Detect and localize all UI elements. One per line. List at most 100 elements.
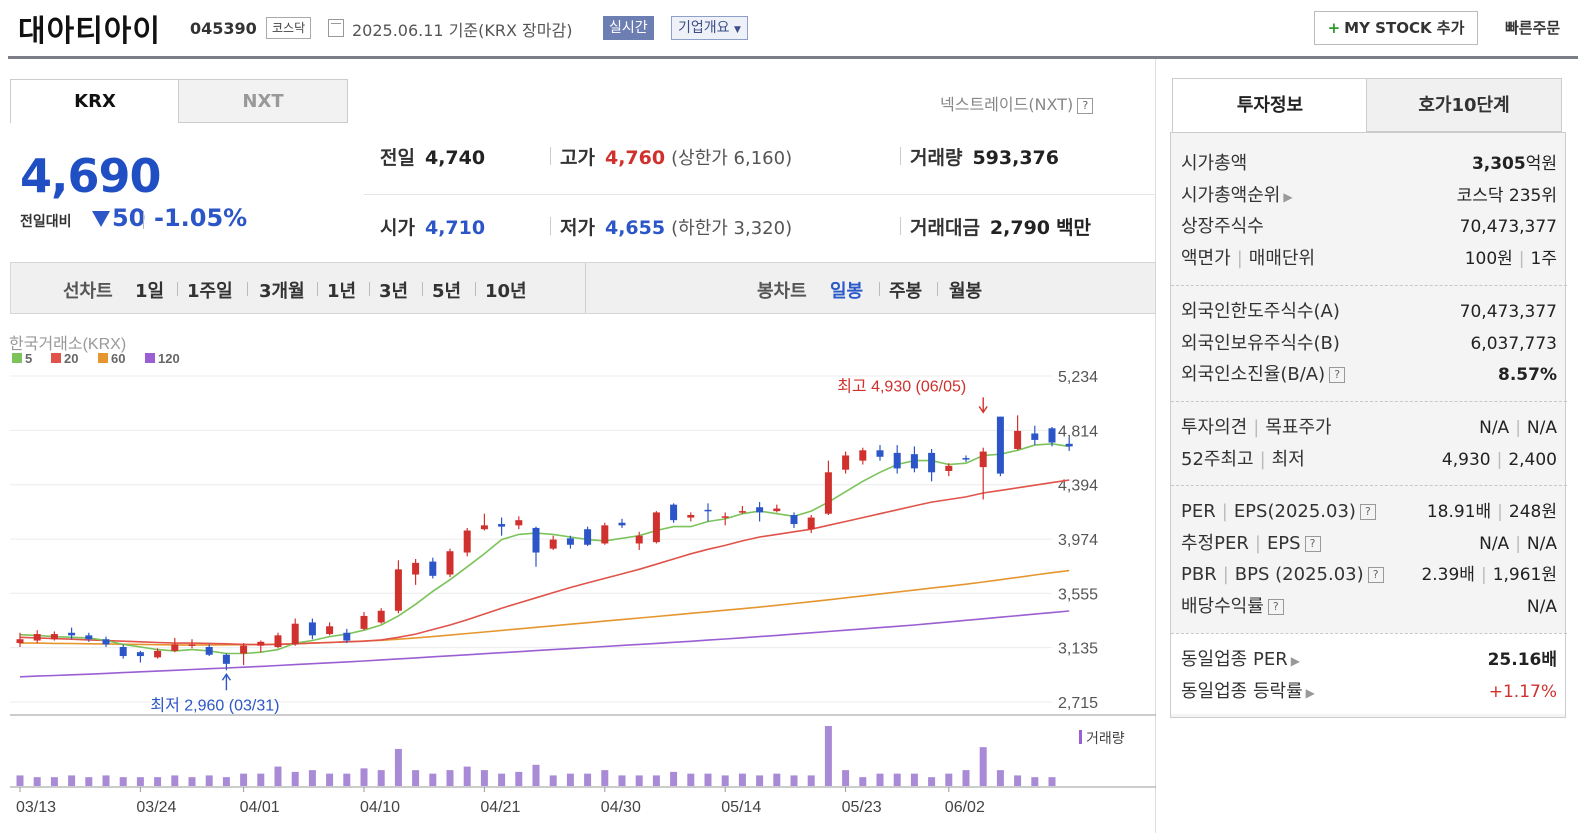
period-3y[interactable]: 3년 <box>379 281 409 302</box>
stock-chart[interactable]: 한국거래소(KRX) 5 20 60 120 5,234 4,814 4,394 3,974… <box>0 326 1156 833</box>
x-tick-label: 04/01 <box>240 799 280 816</box>
period-1y[interactable]: 1년 <box>327 281 357 302</box>
divider <box>937 282 938 296</box>
nxt-link-label: 넥스트레이드(NXT) <box>940 95 1074 114</box>
divider <box>550 217 551 235</box>
tab-nxt[interactable]: NXT <box>178 79 348 123</box>
add-mystock-button[interactable]: + MY STOCK 추가 <box>1314 11 1478 45</box>
period-1d[interactable]: 1일 <box>135 281 165 302</box>
candle-body <box>429 561 437 576</box>
info-row[interactable]: 시가총액순위 ▶ 코스닥 235위 <box>1181 181 1557 211</box>
volume-bar <box>85 777 93 786</box>
candle-body <box>33 634 41 641</box>
legend-swatch <box>12 353 22 363</box>
divider: | <box>1221 501 1228 522</box>
period-bar: 선차트 1일 1주일 3개월 1년 3년 5년 10년 봉차트 일봉 주봉 월봉 <box>10 262 1156 314</box>
info-row: PBR | BPS (2025.03)? 2.39배 | 1,961원 <box>1181 560 1557 590</box>
info-row[interactable]: 동일업종 등락률 ▶ +1.17% <box>1181 677 1557 707</box>
section-divider <box>1171 633 1567 634</box>
x-tick-label: 03/24 <box>136 799 176 816</box>
candle-body <box>635 535 643 544</box>
help-icon[interactable]: ? <box>1359 504 1376 520</box>
tab-invest-info[interactable]: 투자정보 <box>1172 78 1368 132</box>
page-header: 대아티아이 045390 코스닥 2025.06.11 기준(KRX 장마감) … <box>0 0 1578 58</box>
candle-body <box>601 525 609 544</box>
candle-body <box>618 522 626 526</box>
info-value-text: 18.91배 <box>1426 502 1492 522</box>
volume-bar <box>102 775 110 786</box>
quote-panel: KRX NXT 넥스트레이드(NXT)? 4,690 전일대비 50 -1.05… <box>8 59 1156 833</box>
candle-body <box>773 508 781 512</box>
info-label: 추정PER | EPS? <box>1181 529 1321 559</box>
volume-bar <box>326 773 334 786</box>
info-row: 배당수익률? N/A <box>1181 592 1557 622</box>
help-icon[interactable]: ? <box>1077 97 1094 114</box>
period-5y[interactable]: 5년 <box>432 281 462 302</box>
help-icon[interactable]: ? <box>1304 535 1321 552</box>
divider <box>550 147 551 165</box>
info-value-text: 6,037,773 <box>1470 333 1557 354</box>
market-badge: 코스닥 <box>266 17 312 39</box>
period-3m[interactable]: 3개월 <box>259 281 305 302</box>
candle-body <box>876 450 884 457</box>
divider <box>317 282 318 296</box>
help-icon[interactable]: ? <box>1367 567 1384 583</box>
info-row[interactable]: 동일업종 PER ▶ 25.16배 <box>1181 645 1557 675</box>
info-value-text: 1,961원 <box>1492 565 1557 585</box>
candle-weekly[interactable]: 주봉 <box>889 281 923 302</box>
volume-legend-swatch <box>1079 730 1082 744</box>
candle-body <box>549 539 557 549</box>
tab-krx[interactable]: KRX <box>10 79 180 123</box>
volume-bar <box>188 777 196 786</box>
stat-sub: (하한가 3,320) <box>671 218 793 239</box>
info-label-text: EPS(2025.03) <box>1233 501 1356 522</box>
divider <box>585 263 586 313</box>
info-value: 8.57% <box>1498 360 1557 390</box>
divider <box>177 282 178 296</box>
nxt-info-link[interactable]: 넥스트레이드(NXT)? <box>940 91 1094 115</box>
info-value: 코스닥 235위 <box>1457 181 1557 211</box>
candle-body <box>584 529 592 545</box>
x-tick-label: 06/02 <box>945 799 985 816</box>
volume-label: 거래량 <box>1086 730 1125 746</box>
stat-open: 시가 4,710 <box>380 213 485 240</box>
info-label: 시가총액순위 ▶ <box>1181 181 1293 212</box>
info-value-text: 코스닥 235위 <box>1456 185 1557 206</box>
volume-bar <box>429 773 437 786</box>
stat-sub: (상한가 6,160) <box>671 148 793 169</box>
y-axis: 5,234 4,814 4,394 3,974 3,555 3,135 2,715 <box>1058 369 1098 712</box>
candle-body <box>670 504 678 521</box>
volume-bar <box>68 775 76 786</box>
period-10y[interactable]: 10년 <box>485 281 527 302</box>
volume-bar <box>240 773 248 786</box>
y-tick-label: 2,715 <box>1058 695 1098 712</box>
help-icon[interactable]: ? <box>1267 598 1284 615</box>
volume-bar <box>1031 777 1039 786</box>
info-value: 70,473,377 <box>1460 212 1557 242</box>
realtime-button[interactable]: 실시간 <box>603 16 654 40</box>
quick-order-link[interactable]: 빠른주문 <box>1505 19 1561 37</box>
candle-body <box>893 452 901 469</box>
candle-body <box>480 525 488 530</box>
period-1w[interactable]: 1주일 <box>187 281 233 302</box>
candle-monthly[interactable]: 월봉 <box>949 281 983 302</box>
chevron-right-icon: ▶ <box>1290 654 1300 668</box>
volume-bar <box>154 777 162 786</box>
candle-body <box>463 530 471 553</box>
volume-bar <box>584 773 592 786</box>
help-icon[interactable]: ? <box>1329 367 1346 383</box>
change-value: 50 <box>112 204 146 232</box>
candle-body <box>308 622 316 636</box>
info-label-text: 동일업종 등락률 <box>1181 680 1303 702</box>
volume-bar <box>635 775 643 786</box>
candle-body <box>360 615 368 629</box>
x-axis: 03/13 03/24 04/01 04/10 04/21 04/30 05/14 05/23… <box>16 787 985 816</box>
info-label-text: 목표주가 <box>1265 417 1332 438</box>
info-value: 100원 | 1주 <box>1465 244 1557 274</box>
info-label-text: 동일업종 PER <box>1181 649 1288 670</box>
candle-body <box>652 512 660 543</box>
divider: | <box>1515 533 1521 554</box>
company-info-dropdown[interactable]: 기업개요 ▼ <box>671 16 748 40</box>
candle-daily[interactable]: 일봉 <box>830 281 864 302</box>
tab-orderbook[interactable]: 호가10단계 <box>1366 78 1562 132</box>
